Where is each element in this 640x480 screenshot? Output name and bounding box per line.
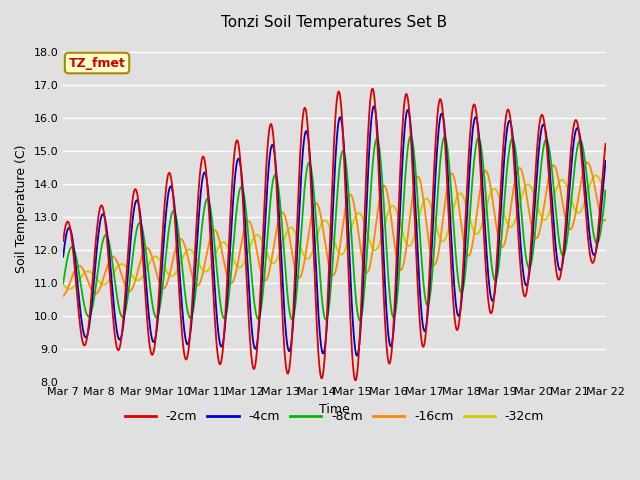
-32cm: [391, 204, 399, 210]
-4cm: [223, 305, 230, 311]
-4cm: [123, 286, 131, 292]
-32cm: [250, 234, 258, 240]
-2cm: [369, 86, 376, 92]
Line: -4cm: -4cm: [63, 106, 605, 356]
Line: -16cm: -16cm: [63, 162, 605, 296]
-32cm: [271, 260, 278, 265]
-32cm: [60, 282, 67, 288]
-16cm: [123, 286, 131, 292]
-2cm: [250, 366, 257, 372]
Line: -8cm: -8cm: [63, 136, 605, 320]
-32cm: [124, 266, 131, 272]
-16cm: [250, 230, 257, 236]
-16cm: [602, 216, 609, 222]
-16cm: [223, 271, 230, 276]
Legend: -2cm, -4cm, -8cm, -16cm, -32cm: -2cm, -4cm, -8cm, -16cm, -32cm: [120, 405, 549, 428]
-8cm: [356, 317, 364, 323]
Title: Tonzi Soil Temperatures Set B: Tonzi Soil Temperatures Set B: [221, 15, 447, 30]
-4cm: [353, 353, 360, 359]
-8cm: [270, 174, 278, 180]
-8cm: [250, 292, 257, 298]
-16cm: [583, 159, 591, 165]
Text: TZ_fmet: TZ_fmet: [68, 57, 125, 70]
-8cm: [391, 312, 399, 318]
-2cm: [351, 378, 359, 384]
X-axis label: Time: Time: [319, 403, 349, 416]
-2cm: [270, 140, 278, 145]
-2cm: [123, 268, 131, 274]
-4cm: [60, 254, 67, 260]
-4cm: [422, 325, 430, 331]
-8cm: [406, 133, 414, 139]
-16cm: [270, 242, 278, 248]
-8cm: [223, 310, 230, 315]
-2cm: [422, 329, 430, 335]
-4cm: [602, 158, 609, 164]
-16cm: [60, 293, 67, 299]
-4cm: [270, 146, 278, 152]
-4cm: [370, 103, 378, 109]
-32cm: [66, 286, 74, 292]
-32cm: [602, 192, 609, 198]
-4cm: [392, 300, 399, 306]
Line: -2cm: -2cm: [63, 89, 605, 381]
Line: -32cm: -32cm: [63, 175, 605, 289]
-32cm: [223, 243, 231, 249]
-8cm: [60, 280, 67, 286]
-2cm: [60, 238, 67, 244]
-2cm: [392, 281, 399, 287]
-16cm: [420, 205, 428, 211]
Y-axis label: Soil Temperature (C): Soil Temperature (C): [15, 144, 28, 273]
-32cm: [592, 172, 600, 178]
-8cm: [123, 300, 131, 306]
-2cm: [602, 141, 609, 147]
-2cm: [223, 290, 230, 296]
-8cm: [422, 299, 430, 305]
-4cm: [250, 340, 257, 346]
-8cm: [602, 188, 609, 193]
-16cm: [390, 239, 398, 244]
-32cm: [421, 196, 429, 202]
